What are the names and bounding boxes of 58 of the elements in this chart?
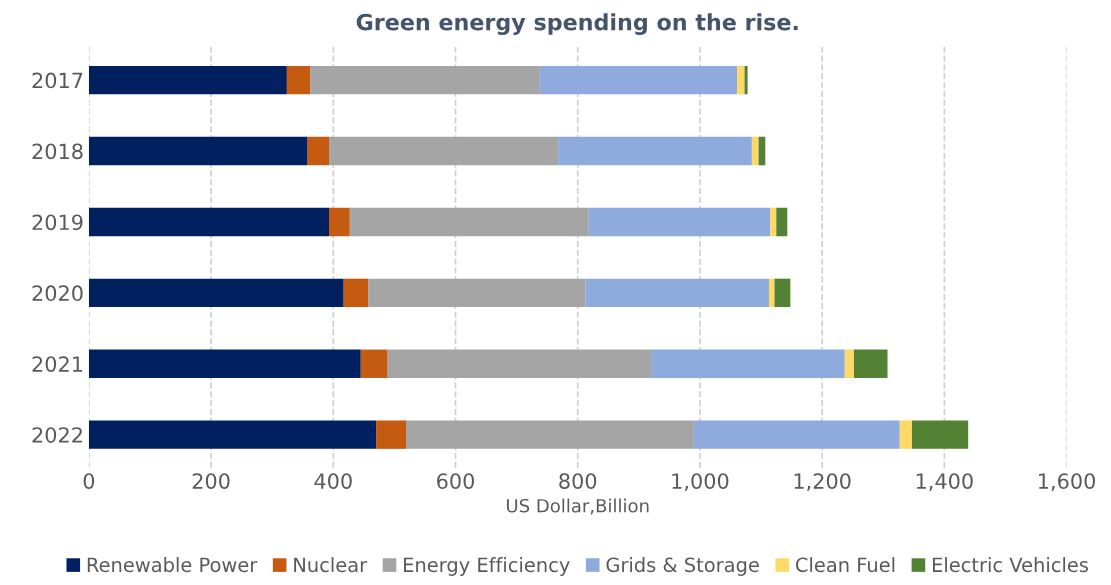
- x-tick-label: 200: [192, 473, 230, 489]
- x-tick-label: 800: [559, 473, 597, 489]
- bar: [853, 349, 888, 378]
- bar: [776, 207, 788, 237]
- x-axis-title: US Dollar,Billion: [507, 498, 649, 515]
- legend-label: Electric Vehicles: [932, 557, 1089, 573]
- y-tick-label: 2020: [32, 285, 83, 302]
- bar: [329, 207, 350, 237]
- bar: [768, 278, 775, 308]
- bar: [310, 65, 540, 95]
- bar: [539, 65, 738, 95]
- bar: [693, 420, 900, 449]
- legend-label: Clean Fuel: [795, 557, 895, 573]
- bar: [737, 65, 745, 95]
- bar: [770, 207, 777, 237]
- y-tick-label: 2018: [32, 143, 83, 160]
- bar: [343, 278, 369, 308]
- bar: [588, 207, 771, 237]
- chart-title: Green energy spending on the rise.: [356, 13, 798, 35]
- bar: [585, 278, 769, 308]
- bar: [651, 349, 845, 378]
- bar: [88, 278, 344, 308]
- y-tick-label: 2021: [32, 356, 83, 372]
- bar: [307, 136, 330, 166]
- bar: [88, 136, 308, 166]
- x-tick-label: 1,200: [794, 473, 851, 492]
- bar: [88, 349, 361, 378]
- bar: [406, 420, 694, 449]
- bar: [774, 278, 791, 308]
- bar: [376, 420, 407, 449]
- bar: [88, 207, 330, 237]
- x-tick-label: 600: [437, 473, 475, 489]
- legend-label: Energy Efficiency: [404, 557, 570, 576]
- bar: [744, 65, 748, 95]
- legend-label: Grids & Storage: [606, 557, 759, 576]
- bar: [360, 349, 388, 378]
- x-tick-label: 1,000: [672, 473, 729, 492]
- bar: [286, 65, 311, 95]
- y-tick-label: 2022: [32, 427, 82, 443]
- legend-label: Nuclear: [294, 557, 368, 573]
- bar: [349, 207, 589, 237]
- bar: [844, 349, 854, 378]
- y-tick-label: 2019: [32, 214, 83, 231]
- bar: [88, 65, 287, 95]
- bar: [558, 136, 752, 166]
- bar: [368, 278, 586, 308]
- bar: [911, 420, 969, 449]
- bar: [329, 136, 559, 166]
- x-tick-label: 1,600: [1039, 473, 1095, 492]
- x-tick-label: 0: [83, 473, 95, 489]
- bar: [387, 349, 652, 378]
- bar: [751, 136, 759, 166]
- x-tick-label: 1,400: [916, 473, 973, 492]
- bar: [899, 420, 912, 449]
- x-tick-label: 400: [314, 473, 352, 489]
- legend-label: Renewable Power: [87, 557, 258, 573]
- y-tick-label: 2017: [32, 72, 83, 89]
- bar: [88, 420, 377, 449]
